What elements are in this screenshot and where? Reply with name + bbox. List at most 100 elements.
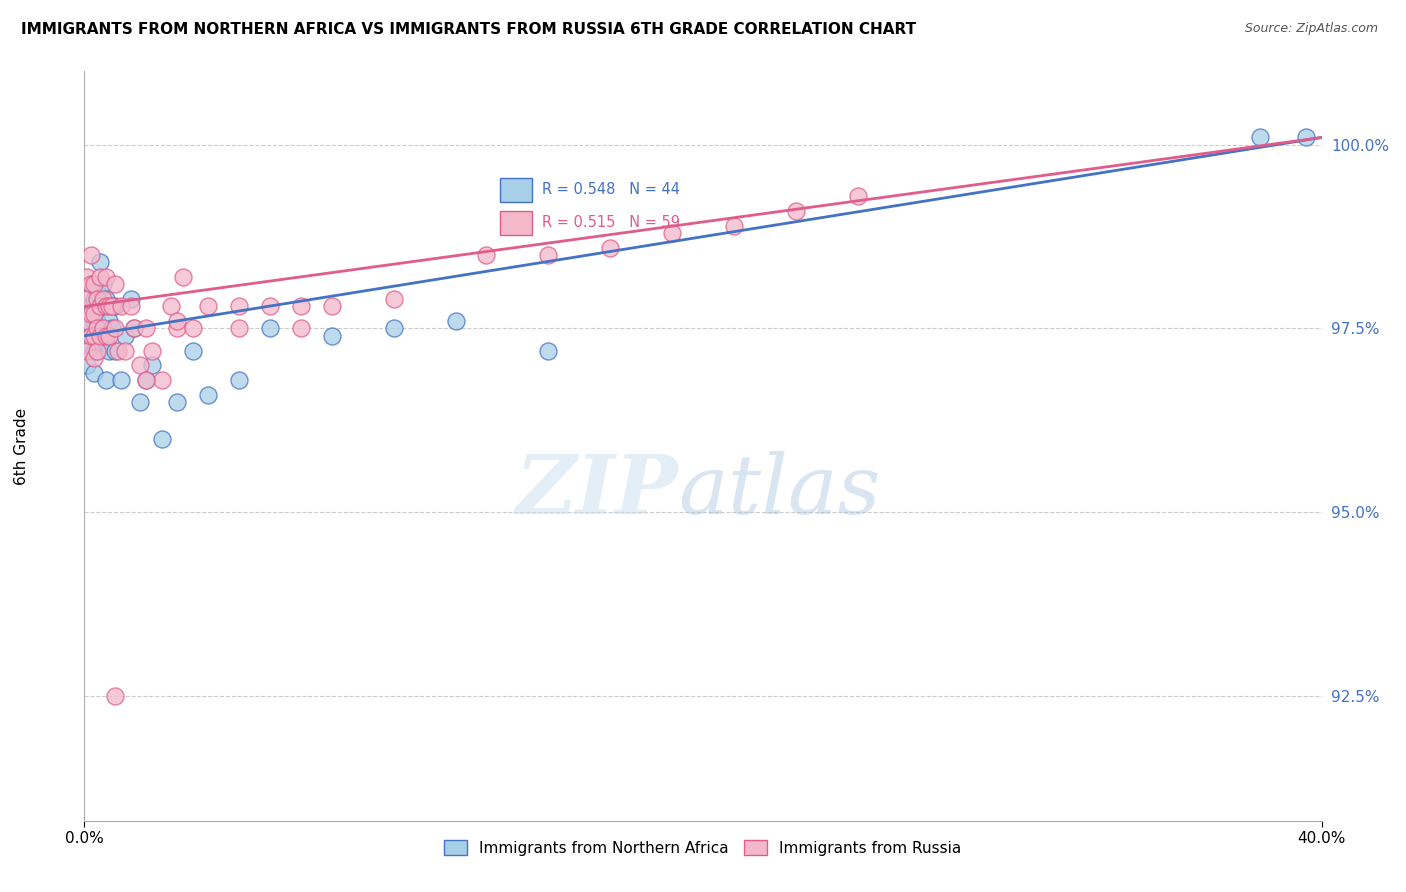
Point	[129, 395, 152, 409]
Point	[86, 343, 108, 358]
Point	[141, 358, 163, 372]
Point	[785, 203, 807, 218]
Point	[101, 321, 124, 335]
Point	[104, 300, 127, 314]
Point	[83, 351, 105, 365]
Point	[290, 321, 312, 335]
Point	[181, 343, 204, 358]
Point	[160, 300, 183, 314]
Point	[166, 314, 188, 328]
Point	[94, 373, 117, 387]
Point	[76, 336, 98, 351]
Point	[228, 321, 250, 335]
Point	[91, 292, 114, 306]
Point	[83, 277, 105, 292]
Point	[259, 321, 281, 335]
Point	[79, 277, 101, 292]
Point	[98, 343, 121, 358]
Point	[122, 321, 145, 335]
Point	[599, 241, 621, 255]
Point	[129, 358, 152, 372]
Point	[321, 328, 343, 343]
Point	[79, 300, 101, 314]
Point	[86, 285, 108, 299]
Point	[104, 277, 127, 292]
Point	[150, 432, 173, 446]
Point	[76, 343, 98, 358]
Point	[76, 292, 98, 306]
Point	[94, 336, 117, 351]
Point	[444, 314, 467, 328]
Text: Source: ZipAtlas.com: Source: ZipAtlas.com	[1244, 22, 1378, 36]
Point	[135, 373, 157, 387]
Point	[104, 689, 127, 703]
Point	[228, 300, 250, 314]
Point	[94, 292, 117, 306]
Point	[135, 321, 157, 335]
Point	[83, 292, 105, 306]
Point	[76, 270, 98, 285]
Point	[76, 314, 98, 328]
Point	[79, 277, 101, 292]
Point	[86, 321, 108, 335]
Point	[122, 321, 145, 335]
Point	[98, 314, 121, 328]
Point	[98, 328, 121, 343]
Point	[172, 270, 194, 285]
Point	[94, 328, 117, 343]
Point	[86, 314, 108, 328]
Point	[83, 366, 105, 380]
Point	[94, 270, 117, 285]
Text: ZIP: ZIP	[516, 451, 678, 531]
Point	[83, 343, 105, 358]
Point	[86, 343, 108, 358]
Point	[91, 321, 114, 335]
Point	[197, 387, 219, 401]
Point	[150, 373, 173, 387]
Point	[1295, 130, 1317, 145]
Point	[89, 300, 111, 314]
Point	[475, 248, 498, 262]
Point	[228, 373, 250, 387]
Point	[89, 300, 111, 314]
Point	[89, 255, 111, 269]
Point	[83, 328, 105, 343]
Legend: Immigrants from Northern Africa, Immigrants from Russia: Immigrants from Northern Africa, Immigra…	[439, 833, 967, 862]
Point	[321, 300, 343, 314]
Text: IMMIGRANTS FROM NORTHERN AFRICA VS IMMIGRANTS FROM RUSSIA 6TH GRADE CORRELATION : IMMIGRANTS FROM NORTHERN AFRICA VS IMMIG…	[21, 22, 917, 37]
Point	[259, 300, 281, 314]
Point	[166, 395, 188, 409]
Point	[537, 343, 560, 358]
Point	[86, 292, 108, 306]
Text: atlas: atlas	[678, 451, 880, 531]
Point	[197, 300, 219, 314]
Point	[89, 270, 111, 285]
Point	[114, 328, 136, 343]
Point	[181, 321, 204, 335]
Y-axis label: 6th Grade: 6th Grade	[14, 408, 28, 484]
Point	[110, 300, 132, 314]
Point	[141, 343, 163, 358]
Point	[120, 300, 142, 314]
Point	[661, 226, 683, 240]
Point	[98, 300, 121, 314]
Point	[76, 314, 98, 328]
Point	[382, 321, 405, 335]
Point	[110, 373, 132, 387]
Point	[79, 307, 101, 321]
Point	[76, 358, 98, 372]
Point	[79, 248, 101, 262]
Point	[83, 314, 105, 328]
Point	[104, 321, 127, 335]
Point	[846, 189, 869, 203]
Point	[79, 328, 101, 343]
Point	[104, 343, 127, 358]
Point	[79, 328, 101, 343]
Point	[135, 373, 157, 387]
Point	[83, 307, 105, 321]
Point	[114, 343, 136, 358]
Point	[166, 321, 188, 335]
Point	[120, 292, 142, 306]
Point	[101, 300, 124, 314]
Point	[91, 321, 114, 335]
